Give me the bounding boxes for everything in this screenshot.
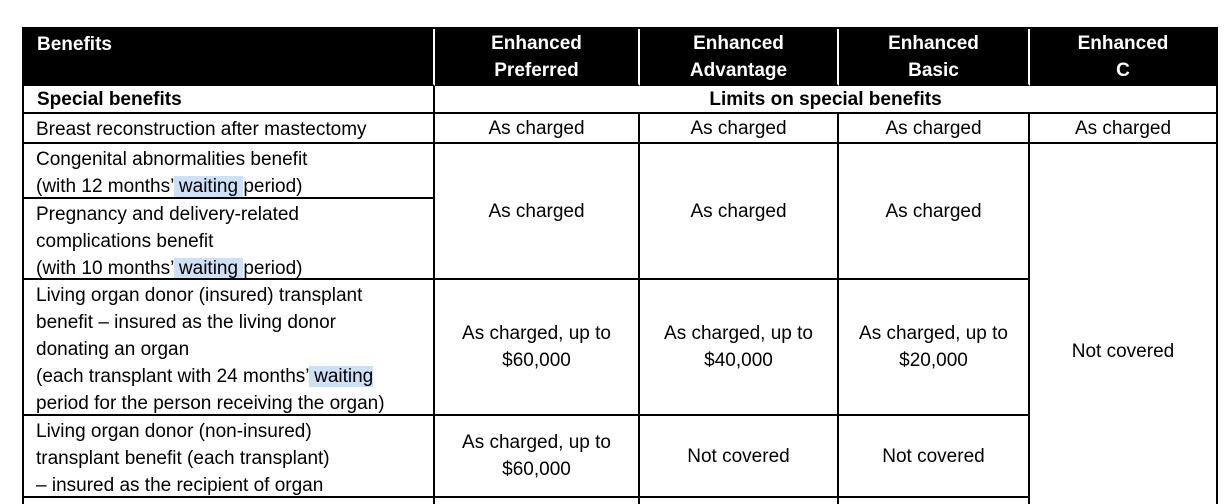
section-cell-special-benefits: Special benefits: [24, 86, 435, 114]
value-cell-donor-noninsured-basic: Not covered: [839, 416, 1030, 498]
value-cell-breast-preferred: As charged: [435, 114, 640, 144]
header-label: Preferred: [494, 59, 579, 81]
text-line: Not covered: [1071, 340, 1175, 362]
text-line: (each transplant with 24 months’ waiting: [36, 366, 374, 387]
text-line: transplant benefit (each transplant): [36, 448, 330, 469]
text-line: $20,000: [899, 350, 968, 371]
text-line: Living organ donor (non-insured): [36, 421, 312, 442]
benefit-cell-donor-noninsured: Living organ donor (non-insured) transpla…: [24, 416, 435, 498]
table-cell-empty: [24, 498, 435, 504]
text-line: (with 10 months’ waiting period): [36, 258, 303, 279]
header-label: Enhanced: [1077, 32, 1169, 54]
header-cell-enhanced-advantage: Enhanced Advantage: [640, 29, 839, 86]
table-cell-empty: [640, 498, 839, 504]
highlighted-text: waiting: [173, 176, 244, 197]
value-cell-donor-insured-basic: As charged, up to $20,000: [839, 280, 1030, 416]
header-cell-enhanced-c: Enhanced C: [1030, 29, 1216, 86]
value-cell-donor-noninsured-advantage: Not covered: [640, 416, 839, 498]
text-line: As charged, up to: [664, 323, 813, 344]
text-line: As charged, up to: [859, 323, 1008, 344]
text-line: (with 12 months’ waiting period): [36, 176, 303, 197]
text-line: Not covered: [687, 445, 790, 467]
value-cell-breast-basic: As charged: [839, 114, 1030, 144]
value-cell-donor-insured-preferred: As charged, up to $60,000: [435, 280, 640, 416]
text-line: As charged: [690, 200, 787, 222]
benefit-cell-donor-insured: Living organ donor (insured) transplant b…: [24, 280, 435, 416]
header-cell-enhanced-basic: Enhanced Basic: [839, 29, 1030, 86]
header-label: Benefits: [37, 34, 112, 55]
table-cell-empty: [839, 498, 1030, 504]
text-line: As charged: [885, 200, 982, 222]
value-cell-breast-c: As charged: [1030, 114, 1216, 144]
benefit-cell-pregnancy-complications: Pregnancy and delivery-related complicati…: [24, 199, 435, 280]
header-label: Advantage: [689, 59, 788, 81]
text-line: As charged: [1074, 117, 1172, 139]
value-cell-not-covered-merged-c: Not covered: [1030, 144, 1216, 504]
header-cell-enhanced-preferred: Enhanced Preferred: [435, 29, 640, 86]
header-label: Basic: [908, 59, 959, 81]
text-line: $40,000: [704, 350, 773, 371]
text-line: As charged: [885, 117, 982, 139]
header-label: C: [1116, 59, 1130, 81]
text-line: $60,000: [502, 350, 571, 371]
text-line: Pregnancy and delivery-related: [36, 204, 299, 225]
section-cell-limits-merged: Limits on special benefits: [435, 86, 1216, 114]
text-line: Living organ donor (insured) transplant: [36, 285, 363, 306]
value-cell-congenital-pregnancy-basic: As charged: [839, 144, 1030, 280]
highlighted-text: waiting: [308, 366, 374, 387]
text-line: – insured as the recipient of organ: [36, 475, 324, 496]
benefit-cell-congenital-abnormalities: Congenital abnormalities benefit (with 12…: [24, 144, 435, 199]
text-line: period for the person receiving the orga…: [36, 393, 385, 414]
value-cell-donor-insured-advantage: As charged, up to $40,000: [640, 280, 839, 416]
text-line: As charged: [488, 200, 585, 222]
text-line: Not covered: [882, 445, 985, 467]
text-line: As charged: [690, 117, 787, 139]
benefits-table: Benefits Enhanced Preferred Enhanced Adv…: [22, 27, 1218, 504]
value-cell-breast-advantage: As charged: [640, 114, 839, 144]
text-line: $60,000: [502, 459, 571, 480]
section-merged-label: Limits on special benefits: [709, 88, 942, 110]
text-line: As charged: [488, 117, 585, 139]
text-line: As charged, up to: [462, 432, 611, 453]
header-label: Enhanced: [888, 32, 979, 54]
value-cell-congenital-pregnancy-advantage: As charged: [640, 144, 839, 280]
text-line: As charged, up to: [462, 323, 611, 344]
header-label: Enhanced: [491, 32, 582, 54]
header-cell-benefits: Benefits: [24, 29, 435, 86]
value-cell-donor-noninsured-preferred: As charged, up to $60,000: [435, 416, 640, 498]
text-line: Breast reconstruction after mastectomy: [36, 119, 367, 140]
text-line: complications benefit: [36, 231, 214, 252]
text-line: donating an organ: [36, 339, 190, 360]
text-line: benefit – insured as the living donor: [36, 312, 336, 333]
value-cell-congenital-pregnancy-preferred: As charged: [435, 144, 640, 280]
benefit-cell-breast-reconstruction: Breast reconstruction after mastectomy: [24, 114, 435, 144]
highlighted-text: waiting: [173, 258, 244, 279]
table-cell-empty: [435, 498, 640, 504]
header-label: Enhanced: [693, 32, 784, 54]
section-label: Special benefits: [37, 88, 182, 110]
text-line: Congenital abnormalities benefit: [36, 149, 308, 170]
